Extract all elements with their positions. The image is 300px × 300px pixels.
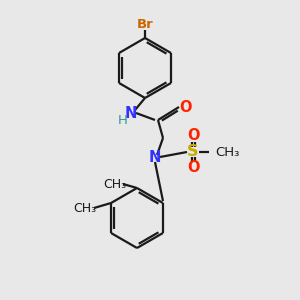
Text: CH₃: CH₃ (103, 178, 127, 190)
Text: N: N (125, 106, 137, 121)
Text: CH₃: CH₃ (74, 202, 97, 214)
Text: H: H (118, 113, 128, 127)
Text: O: O (179, 100, 191, 115)
Text: S: S (187, 145, 199, 160)
Text: O: O (187, 160, 199, 175)
Text: CH₃: CH₃ (215, 146, 239, 158)
Text: N: N (149, 149, 161, 164)
Text: Br: Br (136, 17, 153, 31)
Text: O: O (187, 128, 199, 143)
